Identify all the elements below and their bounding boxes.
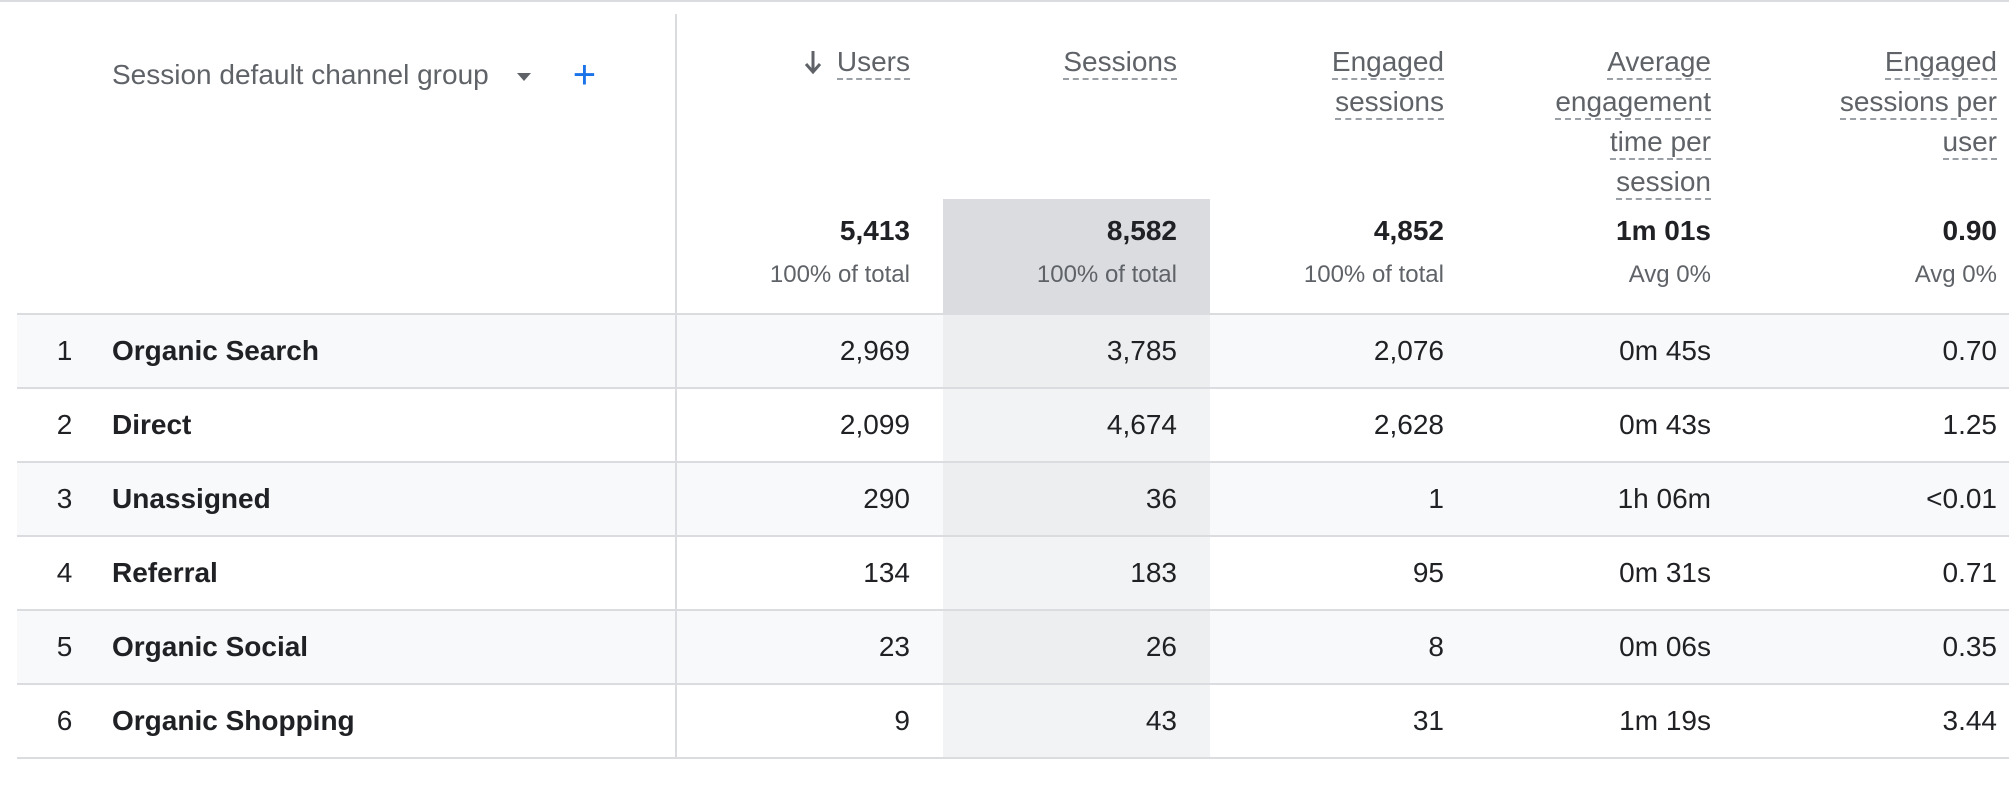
row-index: 5 — [17, 609, 112, 684]
total-percent: Avg 0% — [1914, 261, 1997, 288]
index-header — [17, 14, 112, 199]
engaged-sessions-value: 1 — [1210, 461, 1477, 536]
total-engaged-sessions-cell: 4,852 100% of total — [1210, 199, 1477, 314]
engaged-sessions-value: 95 — [1210, 535, 1477, 610]
table-row[interactable]: 1 Organic Search 2,969 3,785 2,076 0m 45… — [17, 313, 2009, 388]
header-row: Session default channel group + Users — [17, 14, 2009, 200]
avg-engagement-value: 0m 06s — [1477, 609, 1744, 684]
engaged-per-user-value: <0.01 — [1744, 461, 2009, 536]
engaged-sessions-value: 8 — [1210, 609, 1477, 684]
channel-name[interactable]: Organic Shopping — [112, 683, 677, 759]
total-value: 1m 01s — [1616, 215, 1711, 246]
users-value: 134 — [676, 535, 943, 610]
metric-label[interactable]: sessions per — [1839, 86, 1997, 120]
engaged-per-user-value: 3.44 — [1744, 683, 2009, 759]
users-value: 2,099 — [676, 387, 943, 462]
total-percent: Avg 0% — [1628, 261, 1711, 288]
table-row[interactable]: 3 Unassigned 290 36 1 1h 06m <0.01 — [17, 461, 2009, 536]
total-sessions-cell: 8,582 100% of total — [943, 199, 1210, 314]
metric-header-users[interactable]: Users — [676, 14, 943, 199]
avg-engagement-value: 0m 45s — [1477, 313, 1744, 388]
channel-name[interactable]: Organic Search — [112, 313, 677, 388]
dimension-selector[interactable]: Session default channel group — [112, 59, 489, 90]
metric-header-engaged-sessions-per-user[interactable]: Engaged sessions per user — [1744, 14, 2009, 199]
channel-name[interactable]: Direct — [112, 387, 677, 462]
users-value: 9 — [676, 683, 943, 759]
sessions-value: 26 — [943, 609, 1210, 684]
metric-header-sessions[interactable]: Sessions — [943, 14, 1210, 199]
total-value: 8,582 — [1106, 215, 1177, 246]
total-value: 5,413 — [839, 215, 910, 246]
sessions-value: 183 — [943, 535, 1210, 610]
totals-dimension-cell — [112, 199, 677, 314]
metric-label[interactable]: Users — [836, 46, 910, 80]
total-value: 4,852 — [1373, 215, 1444, 246]
metric-label[interactable]: user — [1942, 126, 1997, 160]
engaged-per-user-value: 1.25 — [1744, 387, 2009, 462]
total-percent: 100% of total — [769, 261, 910, 288]
channel-name[interactable]: Organic Social — [112, 609, 677, 684]
total-value: 0.90 — [1942, 215, 1998, 246]
engaged-sessions-value: 31 — [1210, 683, 1477, 759]
total-percent: 100% of total — [1303, 261, 1444, 288]
row-index: 2 — [17, 387, 112, 462]
channel-name[interactable]: Referral — [112, 535, 677, 610]
metric-header-engaged-sessions[interactable]: Engaged sessions — [1210, 14, 1477, 199]
engaged-per-user-value: 0.71 — [1744, 535, 2009, 610]
metric-label[interactable]: Engaged — [1331, 46, 1444, 80]
total-engaged-per-user-cell: 0.90 Avg 0% — [1744, 199, 2009, 314]
avg-engagement-value: 0m 43s — [1477, 387, 1744, 462]
engaged-per-user-value: 0.35 — [1744, 609, 2009, 684]
avg-engagement-value: 1m 19s — [1477, 683, 1744, 759]
engaged-sessions-value: 2,628 — [1210, 387, 1477, 462]
avg-engagement-value: 0m 31s — [1477, 535, 1744, 610]
add-dimension-button[interactable]: + — [572, 53, 597, 97]
metric-label[interactable]: Sessions — [1063, 46, 1177, 80]
sessions-value: 3,785 — [943, 313, 1210, 388]
row-index: 4 — [17, 535, 112, 610]
table-row[interactable]: 2 Direct 2,099 4,674 2,628 0m 43s 1.25 — [17, 387, 2009, 462]
sessions-value: 43 — [943, 683, 1210, 759]
totals-index-cell — [17, 199, 112, 314]
metric-label[interactable]: Average — [1607, 46, 1711, 80]
sessions-value: 36 — [943, 461, 1210, 536]
users-value: 23 — [676, 609, 943, 684]
engaged-sessions-value: 2,076 — [1210, 313, 1477, 388]
users-value: 290 — [676, 461, 943, 536]
metric-label[interactable]: Engaged — [1884, 46, 1997, 80]
metric-label[interactable]: time per — [1609, 126, 1711, 160]
sessions-value: 4,674 — [943, 387, 1210, 462]
metric-header-average-engagement-time[interactable]: Average engagement time per session — [1477, 14, 1744, 200]
metric-label[interactable]: sessions — [1335, 86, 1444, 120]
metric-label[interactable]: engagement — [1555, 86, 1711, 120]
row-index: 3 — [17, 461, 112, 536]
total-avg-engagement-cell: 1m 01s Avg 0% — [1477, 199, 1744, 314]
engaged-per-user-value: 0.70 — [1744, 313, 2009, 388]
table-row[interactable]: 5 Organic Social 23 26 8 0m 06s 0.35 — [17, 609, 2009, 684]
total-percent: 100% of total — [1036, 261, 1177, 288]
avg-engagement-value: 1h 06m — [1477, 461, 1744, 536]
metric-label[interactable]: session — [1616, 166, 1711, 200]
dimension-header: Session default channel group + — [112, 14, 677, 199]
caret-down-icon[interactable] — [516, 73, 531, 81]
users-value: 2,969 — [676, 313, 943, 388]
channel-name[interactable]: Unassigned — [112, 461, 677, 536]
row-index: 1 — [17, 313, 112, 388]
top-divider — [0, 0, 2009, 2]
total-users-cell: 5,413 100% of total — [676, 199, 943, 314]
row-index: 6 — [17, 683, 112, 759]
arrow-down-icon[interactable] — [803, 49, 823, 75]
channel-report-table: Session default channel group + Users — [17, 14, 2009, 759]
table-row[interactable]: 4 Referral 134 183 95 0m 31s 0.71 — [17, 535, 2009, 610]
totals-row: 5,413 100% of total 8,582 100% of total … — [17, 199, 2009, 314]
table-row[interactable]: 6 Organic Shopping 9 43 31 1m 19s 3.44 — [17, 683, 2009, 759]
